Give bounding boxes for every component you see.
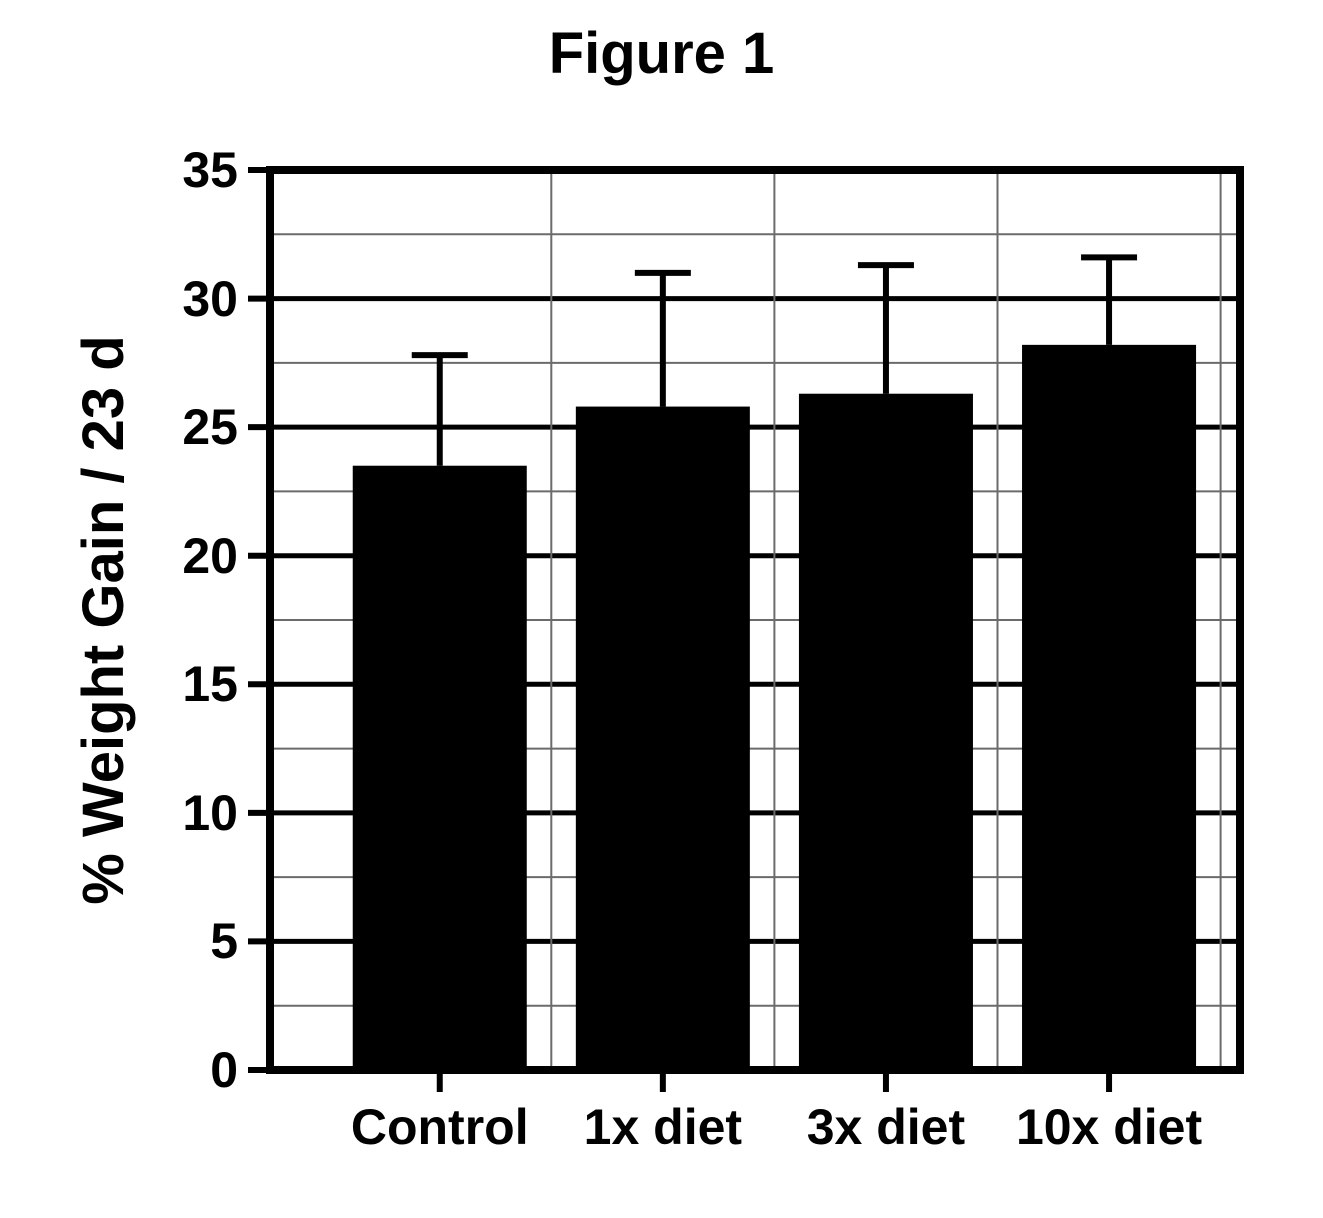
- figure-container: Figure 1 % Weight Gain / 23 d Control1x …: [0, 0, 1323, 1218]
- figure-title: Figure 1: [0, 20, 1323, 87]
- y-tick-label: 5: [210, 912, 238, 970]
- y-tick-label: 10: [182, 784, 238, 842]
- x-tick-label: 1x diet: [551, 1098, 774, 1156]
- x-tick-label: Control: [328, 1098, 551, 1156]
- y-tick-label: 30: [182, 270, 238, 328]
- y-tick-label: 25: [182, 398, 238, 456]
- x-tick-label: 10x diet: [998, 1098, 1221, 1156]
- y-tick-label: 20: [182, 527, 238, 585]
- x-tick-label: 3x diet: [774, 1098, 997, 1156]
- y-tick-label: 35: [182, 141, 238, 199]
- y-tick-label: 15: [182, 655, 238, 713]
- y-tick-label: 0: [210, 1041, 238, 1099]
- y-axis-label: % Weight Gain / 23 d: [70, 170, 137, 1070]
